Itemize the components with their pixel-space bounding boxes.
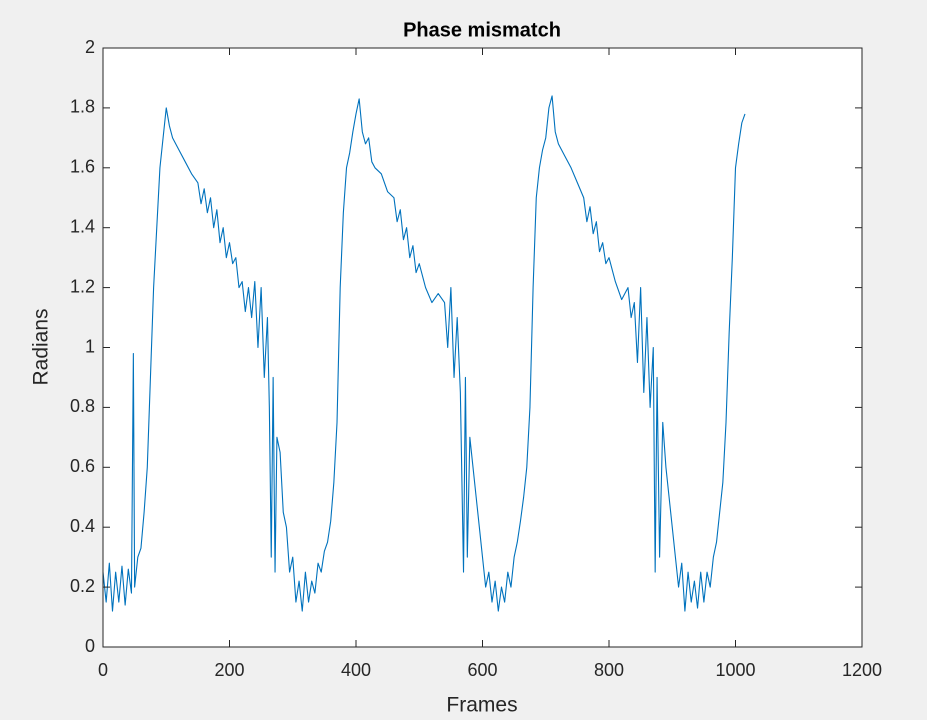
- x-tick-label: 200: [214, 660, 244, 680]
- x-tick-label: 800: [594, 660, 624, 680]
- x-tick-label: 1200: [842, 660, 882, 680]
- y-tick-label: 2: [85, 37, 95, 57]
- y-tick-label: 0.2: [70, 576, 95, 596]
- y-axis-label: Radians: [30, 308, 53, 385]
- y-tick-label: 0.4: [70, 516, 95, 536]
- y-tick-label: 1.8: [70, 97, 95, 117]
- y-tick-label: 0.6: [70, 456, 95, 476]
- y-tick-label: 0: [85, 636, 95, 656]
- x-tick-label: 400: [341, 660, 371, 680]
- axes-background: [103, 48, 862, 647]
- x-tick-label: 1000: [715, 660, 755, 680]
- chart-title: Phase mismatch: [403, 19, 561, 41]
- y-tick-label: 0.8: [70, 396, 95, 416]
- y-tick-label: 1.6: [70, 157, 95, 177]
- y-tick-label: 1.2: [70, 276, 95, 296]
- x-tick-label: 600: [467, 660, 497, 680]
- y-tick-label: 1.4: [70, 216, 95, 236]
- x-axis-label: Frames: [446, 694, 517, 717]
- data-line: [102, 95, 746, 612]
- x-tick-label: 0: [98, 660, 108, 680]
- y-tick-label: 1: [85, 336, 95, 356]
